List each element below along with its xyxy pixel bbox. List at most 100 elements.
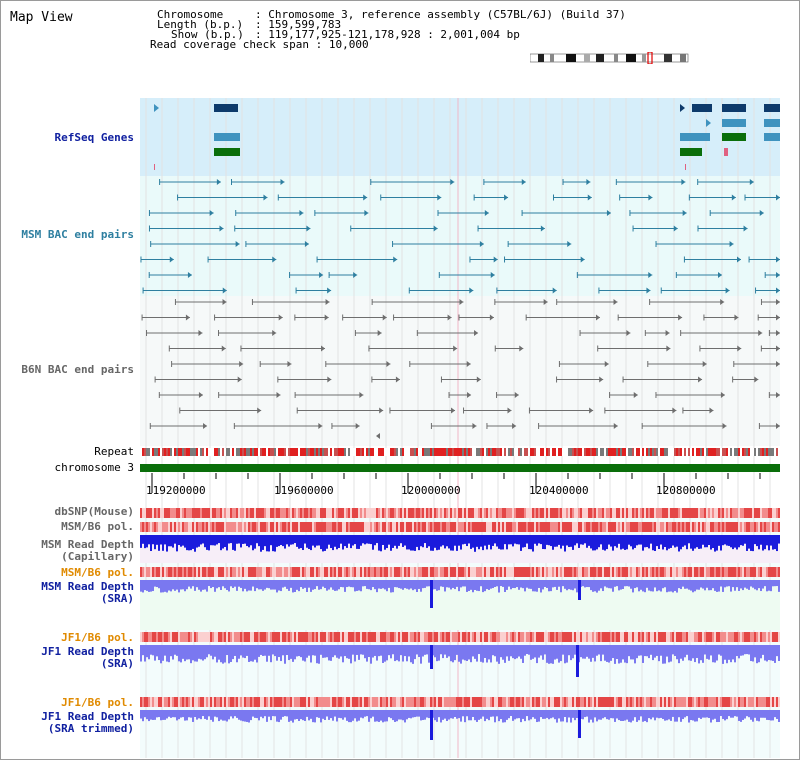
repeat-segment: [164, 448, 166, 456]
msm-pol-segment: [582, 522, 584, 532]
jf1-pol2-segment: [282, 697, 284, 707]
jf1-depth-trim-bar: [450, 710, 452, 719]
dbsnp-segment: [468, 508, 470, 518]
msm-pol-segment: [740, 522, 742, 532]
jf1-pol2-segment: [508, 697, 510, 707]
jf1-pol-segment: [370, 632, 372, 642]
b6n-bac-pair-end: [702, 361, 707, 367]
repeat-segment: [452, 448, 454, 456]
dbsnp-segment: [488, 508, 490, 518]
msm-depth-sra-bar: [674, 580, 676, 591]
msm-pol-segment: [412, 522, 414, 532]
chromosome-ideogram[interactable]: [530, 52, 690, 64]
jf1-pol2-segment: [570, 697, 572, 707]
jf1-depth-trim-bar: [446, 710, 448, 722]
msm-pol-segment: [372, 522, 374, 532]
jf1-pol-segment: [482, 632, 484, 642]
msm-bac-pair-end: [299, 210, 304, 216]
jf1-depth-trim-bar: [494, 710, 496, 723]
dbsnp-segment: [288, 508, 290, 518]
jf1-pol2-segment: [638, 697, 640, 707]
msm-depth-sra-bar: [760, 580, 762, 592]
jf1-pol2-segment: [530, 697, 532, 707]
jf1-depth-trim-bar: [752, 710, 754, 722]
jf1-pol2-segment: [420, 697, 422, 707]
jf1-pol2-segment: [622, 697, 624, 707]
repeat-segment: [574, 448, 576, 456]
repeat-segment: [648, 448, 650, 456]
msm-depth-cap-bar: [696, 535, 698, 548]
jf1-pol-segment: [254, 632, 256, 642]
msm-pol-segment: [158, 522, 160, 532]
dbsnp-segment: [418, 508, 420, 518]
msm-depth-sra-bar: [298, 580, 300, 592]
jf1-depth-sra-bar: [188, 645, 190, 660]
msm-depth-sra-bar: [158, 580, 160, 589]
jf1-depth-trim-bar: [526, 710, 528, 717]
repeat-segment: [348, 448, 350, 456]
jf1-pol2-segment: [482, 697, 484, 707]
jf1-pol2-segment: [656, 697, 658, 707]
jf1-pol-segment: [488, 632, 490, 642]
repeat-segment: [268, 448, 270, 456]
jf1-pol-segment: [634, 632, 636, 642]
msm-pol2-segment: [744, 567, 746, 577]
dbsnp-segment: [556, 508, 558, 518]
msm-pol2-segment: [704, 567, 706, 577]
dbsnp-segment: [548, 508, 550, 518]
jf1-pol-segment: [394, 632, 396, 642]
msm-pol-segment: [396, 522, 398, 532]
msm-depth-cap-bar: [524, 535, 526, 548]
jf1-pol-segment: [660, 632, 662, 642]
jf1-depth-trim-bar: [734, 710, 736, 717]
msm-pol2-segment: [558, 567, 560, 577]
msm-pol2-segment: [396, 567, 398, 577]
jf1-pol2-segment: [688, 697, 690, 707]
b6n-bac-pair-end: [237, 376, 242, 383]
repeat-segment: [602, 448, 604, 456]
jf1-pol2-segment: [472, 697, 474, 707]
repeat-segment: [294, 448, 296, 456]
repeat-segment: [284, 448, 286, 456]
msm-depth-cap-bar: [492, 535, 494, 546]
jf1-pol-segment: [388, 632, 390, 642]
msm-pol-segment: [730, 522, 732, 532]
msm-depth-cap-bar: [318, 535, 320, 546]
track-panel[interactable]: [140, 98, 780, 758]
msm-depth-cap-bar: [448, 535, 450, 549]
msm-pol-segment: [430, 522, 432, 532]
jf1-depth-trim-bar: [678, 710, 680, 718]
jf1-pol2-segment: [544, 697, 546, 707]
repeat-segment: [410, 448, 412, 456]
msm-pol-segment: [278, 522, 280, 532]
jf1-pol-segment: [502, 632, 504, 642]
msm-depth-sra-bar: [616, 580, 618, 587]
repeat-segment: [692, 448, 694, 456]
jf1-pol-segment: [338, 632, 340, 642]
jf1-pol2-segment: [680, 697, 682, 707]
jf1-pol2-segment: [660, 697, 662, 707]
msm-pol2-segment: [556, 567, 558, 577]
jf1-pol-segment: [568, 632, 570, 642]
msm-pol2-segment: [300, 567, 302, 577]
jf1-depth-sra-bar: [230, 645, 232, 662]
msm-depth-sra-bar: [164, 580, 166, 592]
jf1-depth-sra-bar: [694, 645, 696, 663]
dbsnp-segment: [280, 508, 282, 518]
jf1-pol2-segment: [682, 697, 684, 707]
msm-pol-segment: [394, 522, 396, 532]
jf1-pol2-segment: [416, 697, 418, 707]
jf1-depth-trim-bar: [416, 710, 418, 717]
jf1-depth-trim-bar: [456, 710, 458, 719]
msm-pol-segment: [698, 522, 700, 532]
jf1-pol-segment: [654, 632, 656, 642]
dbsnp-segment: [656, 508, 658, 518]
msm-depth-sra-bar: [504, 580, 506, 592]
jf1-pol-segment: [530, 632, 532, 642]
b6n-bac-pair-end: [604, 361, 609, 367]
dbsnp-segment: [538, 508, 540, 518]
msm-pol-segment: [266, 522, 268, 532]
jf1-pol2-segment: [196, 697, 198, 707]
b6n-bac-background: [140, 296, 780, 446]
msm-depth-cap-bar: [232, 535, 234, 550]
